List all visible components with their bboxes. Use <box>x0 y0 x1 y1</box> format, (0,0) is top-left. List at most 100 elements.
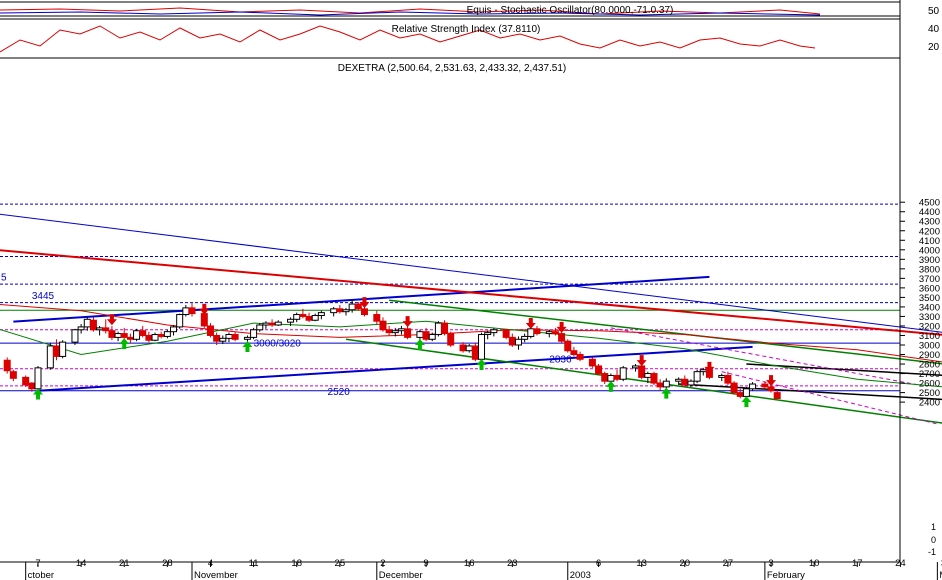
candle-body <box>570 350 578 356</box>
candle-54 <box>379 317 387 332</box>
x-tick-label-2: 21 <box>119 558 130 569</box>
candle-20 <box>139 325 147 338</box>
candle-body <box>188 307 196 315</box>
candle-22 <box>151 332 159 342</box>
candle-body <box>268 322 276 326</box>
candle-body <box>558 333 566 342</box>
y-tick-label-18: 2700 <box>919 369 940 380</box>
y-tick-label-10: 3500 <box>919 293 940 304</box>
candle-body <box>96 327 104 331</box>
candle-51 <box>354 302 362 311</box>
x-tick-label-8: 2 <box>380 558 385 569</box>
volume-axis-label-neg1: -1 <box>928 547 936 557</box>
candle-68 <box>478 332 486 361</box>
candle-body <box>521 335 529 340</box>
y-tick-label-15: 3000 <box>919 341 940 352</box>
candle-body <box>508 336 516 346</box>
y-tick-label-20: 2500 <box>919 388 940 399</box>
y-tick-label-4: 4100 <box>919 236 940 247</box>
month-label-3: 2003 <box>570 570 591 580</box>
candle-14 <box>102 319 110 334</box>
candle-5 <box>34 365 42 391</box>
candle-body <box>490 329 498 334</box>
buy-arrow-5 <box>605 380 616 392</box>
candle-body <box>250 329 258 338</box>
candle-70 <box>490 327 498 337</box>
buy-arrow-6 <box>661 387 672 399</box>
candle-8 <box>59 340 67 359</box>
candle-body <box>274 321 282 326</box>
sell-arrow-7 <box>704 361 715 373</box>
candle-body <box>471 345 479 360</box>
candle-body <box>391 330 399 334</box>
candle-body <box>163 331 171 337</box>
candle-28 <box>188 303 196 317</box>
y-tick-label-14: 3100 <box>919 331 940 342</box>
candle-body <box>46 345 54 369</box>
candle-56 <box>391 327 399 337</box>
candle-25 <box>170 325 178 336</box>
candle-body <box>360 308 368 316</box>
sell-arrow-2 <box>359 297 370 309</box>
month-label-1: November <box>194 570 238 580</box>
candle-body <box>502 329 510 338</box>
candle-43 <box>299 308 307 319</box>
candle-body <box>545 331 553 335</box>
x-tick-label-13: 13 <box>636 558 647 569</box>
candle-body <box>533 328 541 335</box>
sell-arrow-4 <box>525 318 536 330</box>
candle-body <box>287 318 295 323</box>
month-label-2: December <box>379 570 423 580</box>
candle-body <box>404 328 412 338</box>
candle-46 <box>317 310 325 320</box>
trendline-0 <box>13 275 710 323</box>
y-tick-label-5: 4000 <box>919 245 940 256</box>
candle-98 <box>693 369 701 384</box>
rsi-title: Relative Strength Index (37.8110) <box>392 24 541 35</box>
x-tick-label-0: 7 <box>35 558 40 569</box>
candle-6 <box>46 343 54 370</box>
candle-body <box>108 330 116 338</box>
candle-body <box>102 327 110 332</box>
candle-body <box>650 373 658 384</box>
candle-83 <box>588 357 596 368</box>
candle-body <box>151 334 159 341</box>
candle-body <box>317 312 325 316</box>
candle-106 <box>749 382 757 391</box>
sell-arrow-5 <box>556 321 567 333</box>
candle-body <box>348 303 356 311</box>
candle-body <box>200 313 208 327</box>
candle-body <box>114 333 122 338</box>
trendline-9 <box>721 371 938 425</box>
candle-body <box>59 341 67 357</box>
candle-body <box>311 314 319 321</box>
month-label-5: March <box>939 570 942 580</box>
candle-88 <box>619 365 627 382</box>
x-tick-label-15: 27 <box>723 558 734 569</box>
candle-body <box>145 334 153 341</box>
candle-63 <box>441 320 449 336</box>
candle-24 <box>163 329 171 339</box>
candle-10 <box>77 324 85 334</box>
sell-arrow-6 <box>636 355 647 367</box>
candle-body <box>71 329 79 343</box>
candle-58 <box>404 325 412 340</box>
candle-body <box>182 307 190 316</box>
candle-body <box>77 326 85 331</box>
sell-arrow-1 <box>199 303 210 315</box>
candle-body <box>52 345 60 357</box>
buy-arrow-3 <box>414 339 425 351</box>
candle-body <box>305 315 313 321</box>
stochastic-axis-label: 50 <box>928 6 940 17</box>
candle-body <box>434 322 442 336</box>
y-tick-label-11: 3400 <box>919 302 940 313</box>
candle-body <box>613 374 621 380</box>
candle-body <box>330 308 338 314</box>
candle-body <box>206 325 214 336</box>
candle-body <box>675 378 683 382</box>
y-tick-label-1: 4400 <box>919 207 940 218</box>
candle-body <box>749 383 757 390</box>
annotation-0: 5 <box>1 272 7 283</box>
moving-averages <box>0 303 942 388</box>
